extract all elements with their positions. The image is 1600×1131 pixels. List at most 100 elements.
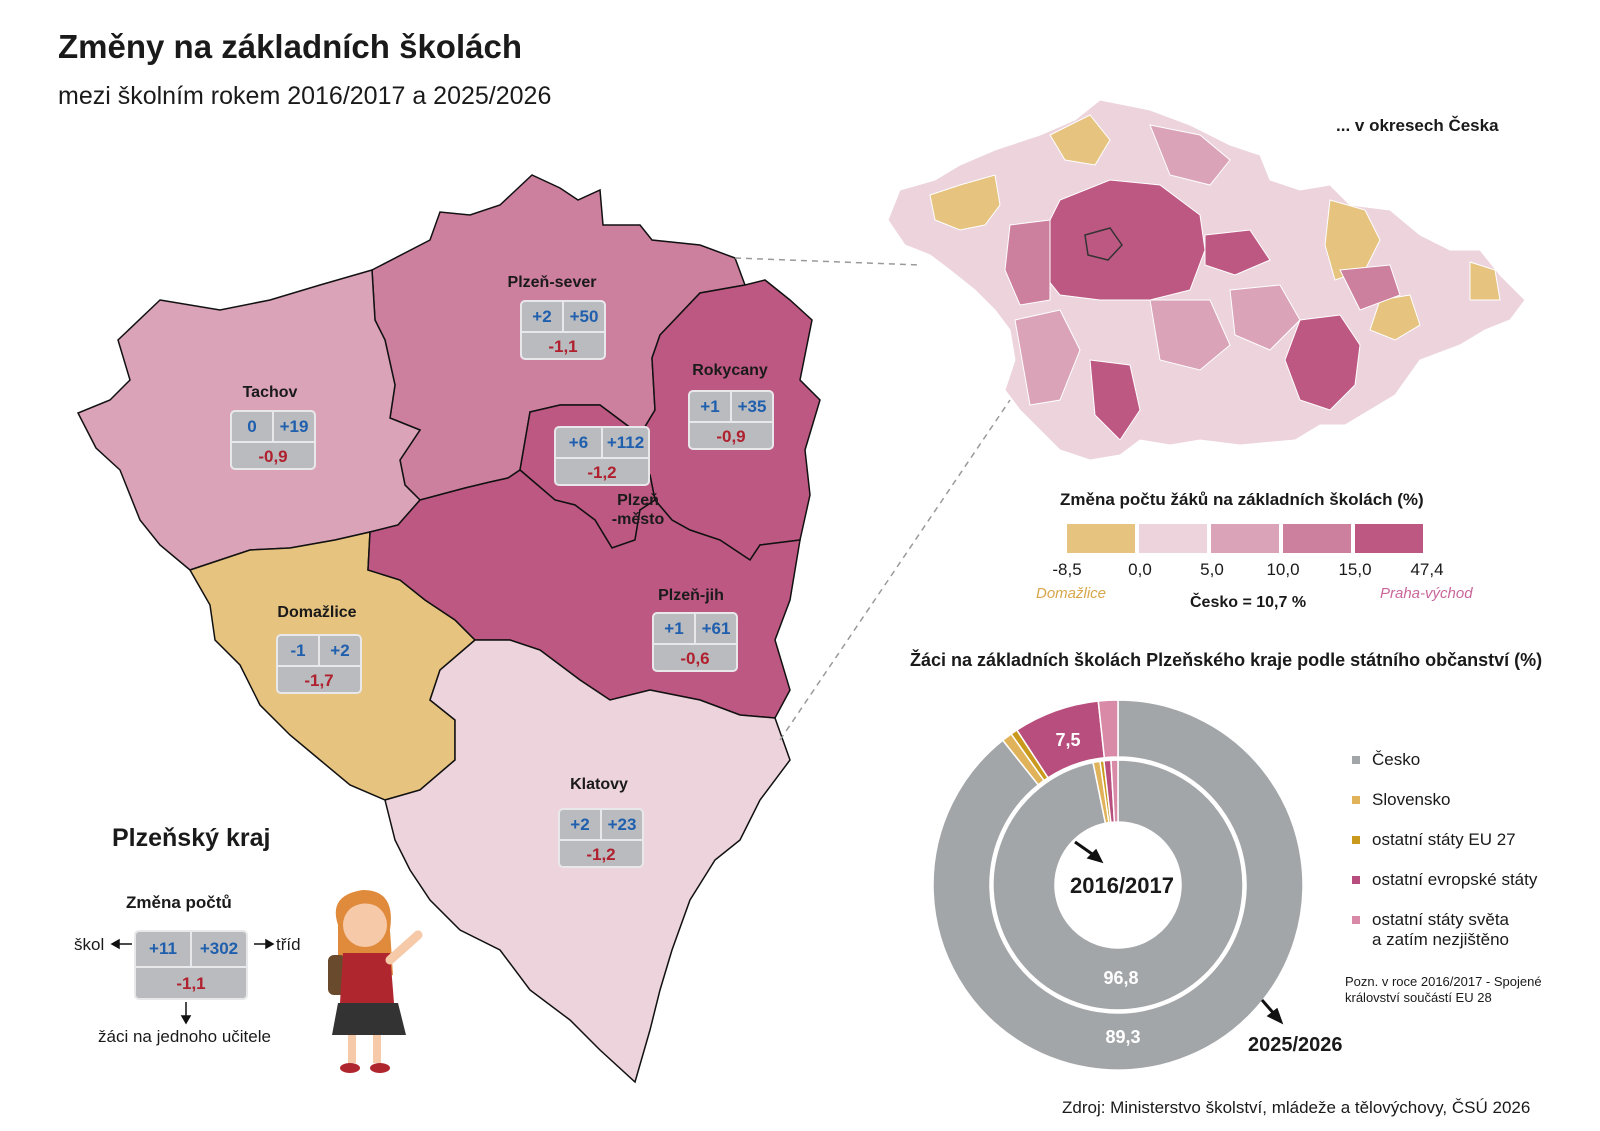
cz-district-north-west[interactable] [929,174,1001,231]
cz-district-south-bohemia[interactable] [1089,359,1141,441]
pupils-per-teacher-change: -1,2 [587,462,617,482]
schools-change: 0 [232,412,274,441]
schools-change: +11 [136,932,192,966]
district-name-rokycany: Rokycany [692,362,768,379]
legend-swatch [1352,876,1360,884]
classes-change: +302 [199,939,239,958]
classes-change: +61 [701,618,731,638]
district-name-plzen-sever: Plzeň-sever [507,274,597,291]
scale-tick: 47,4 [1410,560,1444,579]
pupils-per-teacher-change: -0,9 [258,446,288,466]
scale-tick: 5,0 [1200,560,1224,579]
legend-swatch [1352,836,1360,844]
stat-box-domazlice: -1 +2 -1,7 [276,634,362,694]
donut-chart [932,699,1304,1071]
cz-district-east-central[interactable] [1204,229,1271,276]
legend-caption: Změna počtů [126,893,232,912]
schools-change: +2 [522,302,564,331]
pupils-per-teacher-change: -1,1 [176,974,206,993]
pupils-per-teacher-change: -0,9 [716,426,746,446]
legend-label: Česko [1372,750,1421,769]
region-name: Plzeňský kraj [112,824,271,852]
scale-max-district: Praha-východ [1380,585,1473,602]
legend-swatch [1352,756,1360,764]
scale-tick: 10,0 [1266,560,1300,579]
schools-change: +6 [556,428,603,457]
legend-item: ostatní státy světa a zatím nezjištěno [1352,910,1509,950]
classes-change: +19 [279,416,309,436]
stat-box-plzen-jih: +1 +61 -0,6 [652,612,738,672]
legend-swatch [1352,796,1360,804]
schools-change: +2 [560,810,602,839]
district-name-plzen-mesto: Plzeň [617,492,659,509]
classes-change: +35 [737,396,767,416]
cz-map-title: ... v okresech Česka [1336,116,1499,135]
cz-district-north-east[interactable] [1149,124,1231,186]
scale-tick: -8,5 [1052,560,1082,579]
schools-change: +1 [654,614,696,643]
cz-district-west-mid[interactable] [1004,219,1051,306]
source-note: Zdroj: Ministerstvo školství, mládeže a … [1062,1098,1531,1117]
legend-item: Slovensko [1352,790,1450,810]
cz-district-east-3[interactable] [1369,294,1421,341]
outer-year-label: 2025/2026 [1248,1034,1343,1056]
schools-change: -1 [278,636,320,665]
legend-item: ostatní státy EU 27 [1352,830,1516,850]
page-title: Změny na základních školách [58,28,522,65]
cz-district-east-2[interactable] [1469,261,1501,301]
legend-item: ostatní evropské státy [1352,870,1537,890]
classes-change: +112 [606,432,645,452]
scale-box [1355,524,1423,553]
donut-title: Žáci na základních školách Plzeňského kr… [910,650,1543,670]
cz-district-mid-south[interactable] [1149,299,1231,371]
outer-slice-4 [1097,699,1119,759]
inner-year-label: 2016/2017 [1070,873,1174,898]
pupils-per-teacher-change: -0,6 [680,648,710,668]
pupils-per-teacher-label: žáci na jednoho učitele [98,1027,271,1046]
stat-box-klatovy: +2 +23 -1,2 [558,808,644,868]
inner-value-label: 96,8 [1103,968,1139,988]
donut-note: Pozn. v roce 2016/2017 - Spojené královs… [1345,974,1542,1005]
schools-label: škol [74,935,105,954]
schoolgirl-illustration [328,890,423,1073]
district-name-plzen-mesto-2: -město [611,511,665,528]
scale-box [1283,524,1351,553]
legend-swatch [1352,916,1360,924]
scale-box [1139,524,1207,553]
stat-box-region-total: +11 +302 -1,1 [134,930,248,1000]
cz-district-vysocina[interactable] [1229,284,1301,351]
scale-title: Změna počtu žáků na základních školách (… [1060,490,1424,509]
connector-lines [734,257,1011,741]
scale-tick: 15,0 [1338,560,1372,579]
inner-slice-4 [1110,759,1119,823]
district-name-domazlice: Domažlice [277,604,357,621]
outer-value-label: 89,3 [1105,1027,1141,1047]
classes-change: +2 [330,640,350,660]
cz-district-south-moravia[interactable] [1284,314,1361,411]
outer-slice-0 [932,699,1304,1071]
pupils-per-teacher-change: -1,7 [304,670,334,690]
classes-change: +50 [569,306,599,326]
inner-slice-0 [992,759,1244,1011]
district-name-tachov: Tachov [242,384,298,401]
legend-label: ostatní státy světa a zatím nezjištěno [1372,910,1510,949]
outer-highlight-label: 7,5 [1055,730,1081,750]
legend-arrows [110,840,1284,1025]
classes-change: +23 [607,814,637,834]
pupils-per-teacher-change: -1,2 [586,844,616,864]
district-name-plzen-jih: Plzeň-jih [658,587,724,604]
scale-min-district: Domažlice [1036,585,1107,602]
cz-district-north[interactable] [1049,114,1111,166]
district-name-klatovy: Klatovy [570,776,628,793]
stat-box-plzen-sever: +2 +50 -1,1 [520,300,606,360]
scale-box [1211,524,1279,553]
stat-box-rokycany: +1 +35 -0,9 [688,390,774,450]
cz-prague[interactable] [1084,227,1123,261]
schools-change: +1 [690,392,732,421]
cz-district-east-moravia[interactable] [1339,264,1401,311]
cz-district-south-west[interactable] [1014,309,1081,406]
legend-label: ostatní státy EU 27 [1372,830,1516,849]
legend-item: Česko [1352,750,1420,770]
classes-label: tříd [276,935,301,954]
pupils-per-teacher-change: -1,1 [548,336,578,356]
